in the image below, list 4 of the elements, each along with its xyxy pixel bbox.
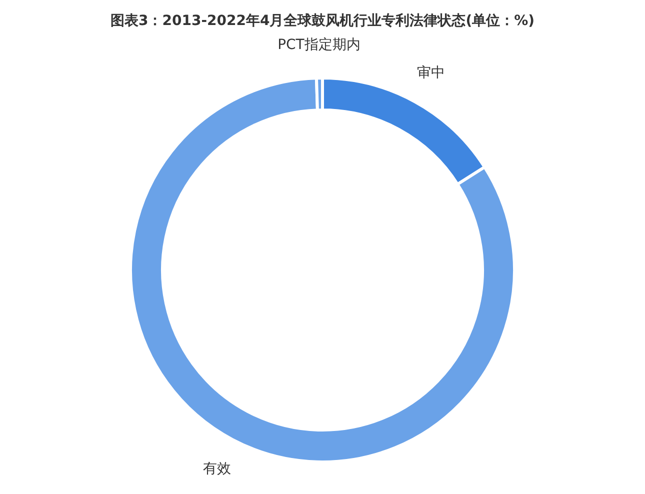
slice-label: 审中 bbox=[416, 64, 445, 81]
slice-label: 有效 bbox=[203, 460, 232, 477]
chart-title: 图表3：2013-2022年4月全球鼓风机行业专利法律状态(单位：%) bbox=[110, 12, 535, 30]
slice-label: PCT指定期内 bbox=[278, 37, 360, 54]
